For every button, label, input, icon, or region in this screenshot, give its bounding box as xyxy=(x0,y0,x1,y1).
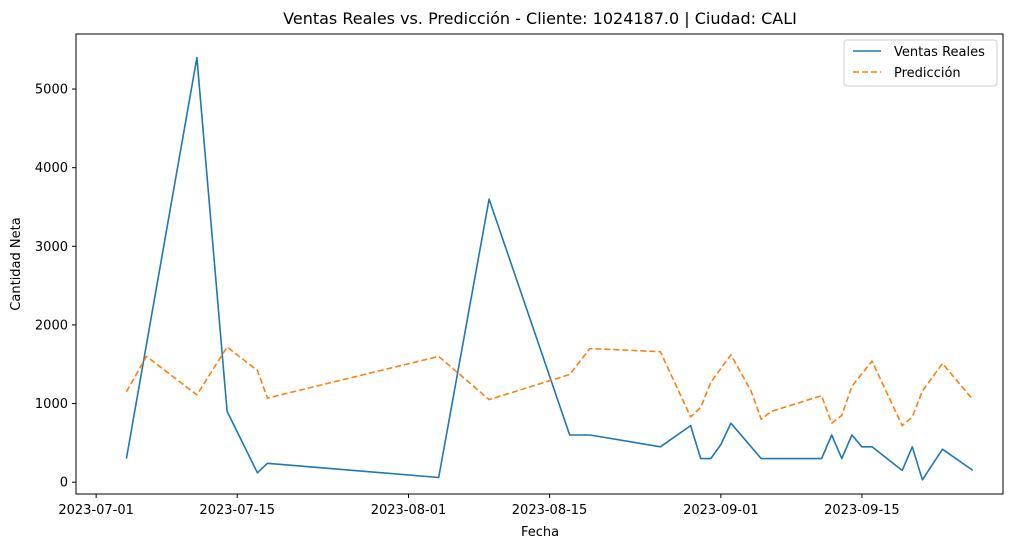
legend: Ventas Reales Predicción xyxy=(843,39,998,87)
x-axis-label: Fecha xyxy=(521,525,559,540)
y-tick-label: 2000 xyxy=(35,318,68,333)
series-line-2 xyxy=(125,346,974,427)
x-tick-label: 2023-07-15 xyxy=(199,503,275,518)
x-tick-label: 2023-08-01 xyxy=(371,503,447,518)
x-tick-label: 2023-09-01 xyxy=(683,503,759,518)
plot-frame xyxy=(75,33,1004,495)
x-tick-label: 2023-08-15 xyxy=(512,503,588,518)
y-tick-label: 0 xyxy=(60,476,68,491)
y-tick-label: 1000 xyxy=(35,397,68,412)
legend-label-2: Predicción xyxy=(894,66,961,81)
chart-title: Ventas Reales vs. Predicción - Cliente: … xyxy=(283,9,797,28)
x-tick-label: 2023-07-01 xyxy=(58,503,134,518)
x-tick-label: 2023-09-15 xyxy=(824,503,900,518)
x-axis-ticks: 2023-07-01 2023-07-15 2023-08-01 2023-08-15… xyxy=(58,494,900,518)
legend-box xyxy=(843,39,998,87)
y-axis-label: Cantidad Neta xyxy=(9,217,24,310)
y-tick-label: 3000 xyxy=(35,240,68,255)
y-tick-label: 5000 xyxy=(35,83,68,98)
legend-label-1: Ventas Reales xyxy=(894,45,985,60)
series-line-1 xyxy=(125,56,974,481)
y-tick-label: 4000 xyxy=(35,161,68,176)
y-axis-ticks: 0 1000 2000 3000 4000 5000 xyxy=(35,83,76,491)
plot-series xyxy=(125,56,974,481)
